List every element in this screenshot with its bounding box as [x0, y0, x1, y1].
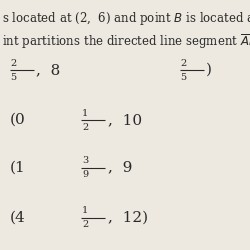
- Text: ,  9: , 9: [108, 160, 132, 174]
- Text: 9: 9: [82, 170, 88, 179]
- Text: 3: 3: [82, 156, 88, 165]
- Text: int partitions the directed line segment $\overline{AB}$ into a: int partitions the directed line segment…: [2, 32, 250, 52]
- Text: 5: 5: [10, 72, 16, 82]
- Text: 2: 2: [180, 58, 186, 68]
- Text: (4: (4: [10, 210, 26, 224]
- Text: ,  8: , 8: [36, 63, 61, 77]
- Text: ,  10: , 10: [108, 113, 142, 127]
- Text: ,  12): , 12): [108, 210, 148, 224]
- Text: 5: 5: [180, 72, 186, 82]
- Text: 2: 2: [10, 58, 17, 68]
- Text: 1: 1: [82, 108, 88, 118]
- Text: ): ): [206, 63, 212, 77]
- Text: (0: (0: [10, 113, 26, 127]
- Text: (1: (1: [10, 160, 26, 174]
- Text: 2: 2: [82, 122, 88, 132]
- Text: 2: 2: [82, 220, 88, 229]
- Text: 1: 1: [82, 206, 88, 215]
- Text: s located at (2,  6) and point $B$ is located at (18,: s located at (2, 6) and point $B$ is loc…: [2, 10, 250, 27]
